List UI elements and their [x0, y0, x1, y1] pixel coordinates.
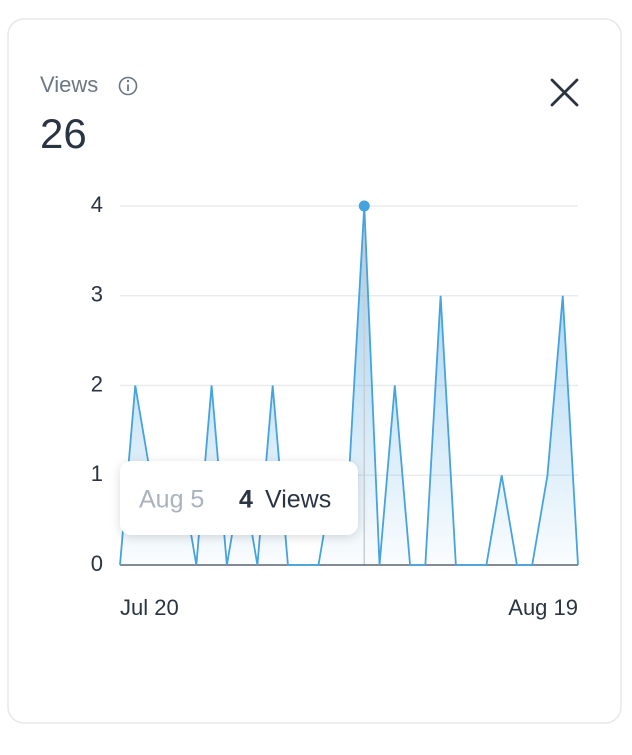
y-tick-label: 3: [91, 282, 103, 307]
highlight-point: [358, 200, 370, 212]
y-tick-label: 0: [91, 551, 103, 576]
y-tick-label: 1: [91, 461, 103, 486]
y-tick-label: 4: [91, 192, 103, 217]
tooltip-box: [120, 461, 358, 535]
info-icon[interactable]: [118, 76, 138, 96]
tooltip-value: 4: [239, 486, 253, 514]
tooltip-date: Aug 5: [139, 486, 204, 514]
x-tick-label: Jul 20: [120, 595, 179, 620]
card-title: Views: [40, 72, 98, 97]
close-button[interactable]: [550, 78, 579, 107]
y-tick-label: 2: [91, 371, 103, 396]
tooltip: Aug 5 4 Views: [120, 461, 358, 535]
total-views: 26: [40, 110, 87, 157]
x-tick-label: Aug 19: [508, 595, 578, 620]
tooltip-unit: Views: [265, 486, 331, 514]
